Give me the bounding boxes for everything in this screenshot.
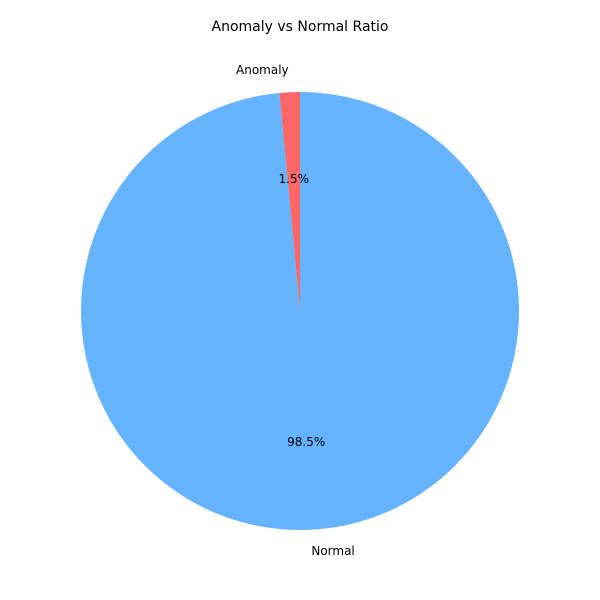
chart-title: Anomaly vs Normal Ratio — [212, 19, 389, 35]
pie-labels: Anomaly 1.5% Normal 98.5% — [236, 63, 355, 558]
slice-label-anomaly: Anomaly — [236, 63, 289, 77]
pie-slices — [81, 92, 519, 530]
slice-pct-normal: 98.5% — [287, 435, 325, 449]
slice-pct-anomaly: 1.5% — [279, 172, 310, 186]
pie-slice-normal — [81, 92, 519, 530]
slice-label-normal: Normal — [311, 544, 354, 558]
pie-slice-anomaly — [279, 92, 300, 311]
